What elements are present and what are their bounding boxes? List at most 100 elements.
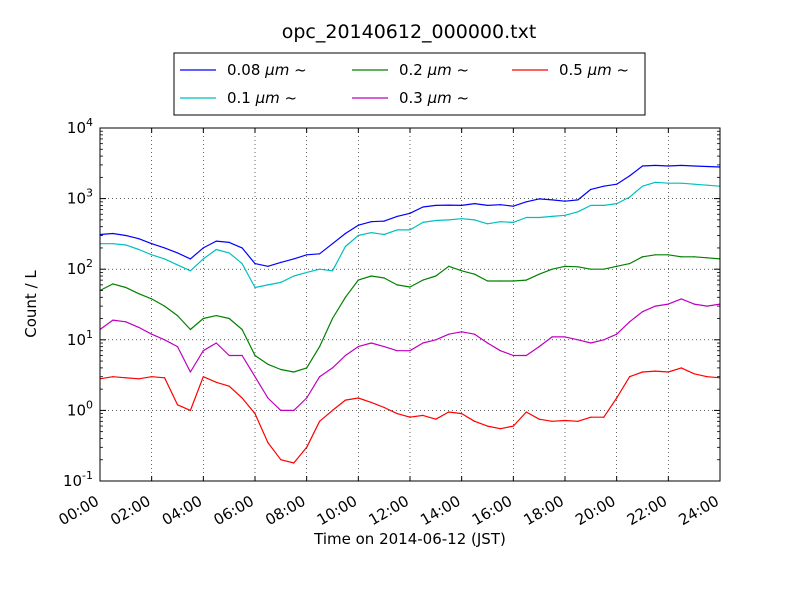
data-point [616, 202, 618, 205]
y-tick-label: 100 [67, 398, 93, 419]
data-point [138, 378, 140, 380]
data-point [525, 279, 527, 281]
x-axis-label: Time on 2014-06-12 (JST) [313, 530, 506, 548]
data-point [254, 376, 256, 378]
data-point [267, 363, 269, 365]
data-point [138, 293, 140, 295]
data-point [486, 342, 489, 344]
data-point [680, 367, 682, 369]
data-point [357, 224, 359, 226]
data-point [176, 404, 179, 406]
data-point [667, 371, 669, 373]
data-point [228, 354, 230, 357]
data-point [603, 185, 605, 187]
data-point [422, 342, 424, 344]
data-point [461, 331, 463, 333]
data-point [564, 200, 566, 202]
data-point [254, 413, 256, 415]
data-point [564, 265, 566, 267]
data-point [551, 268, 553, 270]
data-point [396, 350, 398, 352]
data-point [448, 219, 450, 221]
data-point [706, 257, 708, 259]
data-point [577, 420, 579, 422]
data-point [189, 371, 192, 373]
data-point [499, 280, 502, 282]
data-point [435, 219, 437, 222]
data-point [306, 367, 308, 369]
data-point [202, 350, 204, 352]
legend: 0.08 μm ~ 0.1 μm ~ 0.2 μm ~ 0.3 μm ~ 0.5 μm … [173, 52, 646, 116]
data-point [112, 232, 114, 235]
y-tick-label: 102 [67, 257, 93, 278]
data-point [512, 425, 514, 427]
data-point [228, 385, 230, 387]
data-point [616, 397, 618, 399]
data-point [667, 254, 669, 256]
data-point [409, 286, 411, 288]
data-point [306, 254, 308, 256]
data-point [383, 277, 385, 279]
y-axis-label: Count / L [22, 270, 40, 338]
data-point [280, 459, 282, 461]
data-point [486, 204, 489, 207]
data-point [331, 317, 334, 320]
data-point [331, 243, 334, 245]
data-point [603, 339, 605, 341]
data-point [202, 247, 204, 249]
data-point [680, 298, 682, 300]
legend-label: 0.08 μm ~ [227, 61, 307, 79]
data-point [461, 413, 463, 415]
data-point [163, 247, 166, 249]
data-point [590, 416, 592, 418]
data-point [654, 164, 657, 167]
data-point [151, 333, 153, 335]
data-point [603, 268, 605, 270]
data-point [577, 339, 579, 341]
data-point [680, 256, 682, 258]
data-point [499, 221, 502, 223]
data-point [383, 233, 385, 236]
data-point [138, 326, 140, 328]
data-point [318, 376, 321, 378]
data-point [422, 279, 424, 281]
data-point [461, 270, 463, 272]
data-point [564, 419, 566, 422]
y-tick-label: 103 [67, 187, 93, 208]
data-point [163, 305, 166, 307]
data-point [241, 397, 243, 399]
data-point [461, 218, 463, 220]
y-axis-tick-labels: 10-1 100 101 102 103 104 [63, 116, 93, 490]
data-point [706, 184, 708, 186]
data-point [538, 198, 540, 200]
data-point [163, 258, 166, 260]
data-point [693, 303, 695, 305]
data-point [228, 241, 230, 243]
data-point [499, 350, 502, 352]
data-point [693, 183, 695, 185]
data-point [641, 311, 644, 313]
data-point [616, 333, 618, 335]
data-point [435, 275, 437, 277]
data-point [603, 416, 605, 418]
data-point [628, 175, 631, 177]
data-point [577, 211, 579, 213]
data-point [176, 346, 179, 348]
data-point [590, 342, 592, 344]
y-tick-label: 10-1 [63, 469, 93, 490]
data-point [512, 354, 514, 357]
data-point [370, 275, 372, 277]
data-point [357, 346, 359, 348]
data-point [409, 212, 411, 214]
data-point [189, 409, 192, 411]
data-point [370, 221, 372, 223]
data-point [357, 234, 359, 237]
data-point [293, 371, 295, 373]
legend-box [173, 52, 646, 116]
ticks [99, 127, 721, 482]
data-point [435, 418, 437, 420]
data-point [383, 406, 385, 409]
plot-area [99, 127, 721, 482]
legend-label: 0.5 μm ~ [559, 61, 629, 79]
